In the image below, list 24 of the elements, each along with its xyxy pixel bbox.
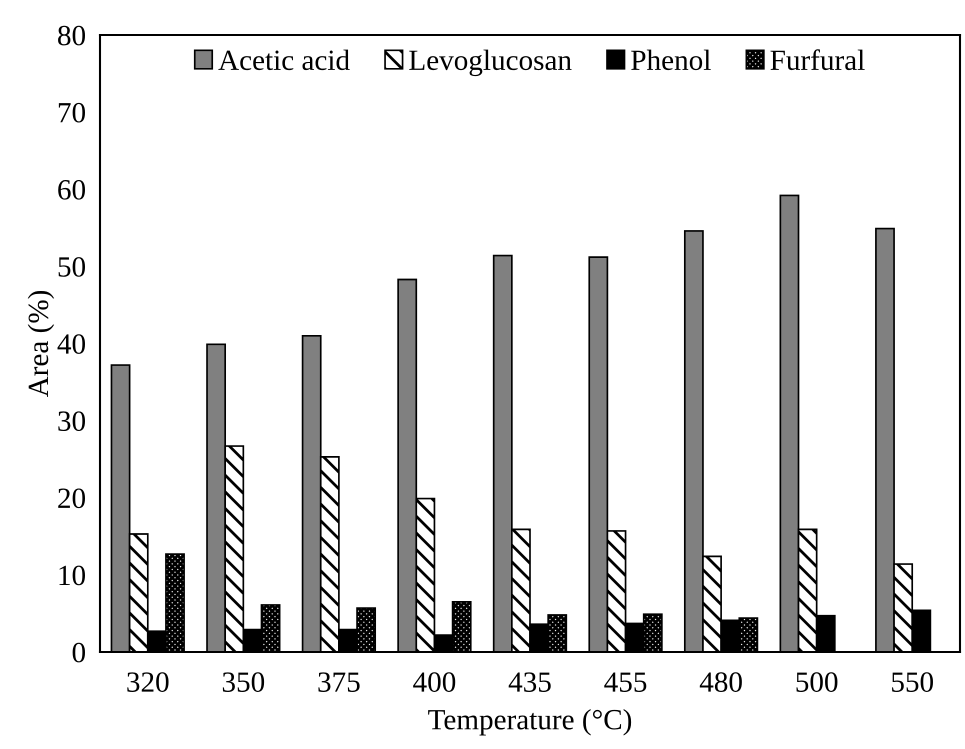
- y-tick-label: 10: [60, 566, 85, 586]
- y-tick-label: 50: [58, 257, 85, 277]
- legend-label: Furfural: [770, 49, 865, 70]
- y-tick-label: 80: [58, 26, 85, 46]
- x-tick-label: 550: [892, 672, 933, 692]
- legend-label: Phenol: [631, 50, 711, 70]
- y-axis-title: Area (%): [28, 290, 54, 398]
- y-tick-label: 20: [58, 488, 85, 508]
- y-tick-label: 60: [58, 180, 85, 200]
- x-tick-label: 455: [604, 672, 646, 692]
- y-tick-label: 0: [72, 642, 85, 662]
- y-tick-label: 30: [58, 411, 85, 432]
- x-tick-label: 350: [222, 672, 264, 692]
- legend-label: Levoglucosan: [409, 50, 572, 76]
- legend-label: Acetic acid: [218, 50, 350, 70]
- y-tick-label: 70: [58, 102, 85, 123]
- x-tick-label: 320: [127, 672, 169, 692]
- x-tick-label: 435: [508, 672, 551, 692]
- x-tick-label: 480: [700, 672, 742, 692]
- x-axis-title: Temperature (°C): [428, 709, 632, 736]
- y-tick-label: 40: [58, 334, 85, 354]
- x-tick-label: 400: [413, 672, 456, 692]
- x-tick-label: 500: [796, 672, 838, 692]
- x-tick-label: 375: [318, 672, 360, 692]
